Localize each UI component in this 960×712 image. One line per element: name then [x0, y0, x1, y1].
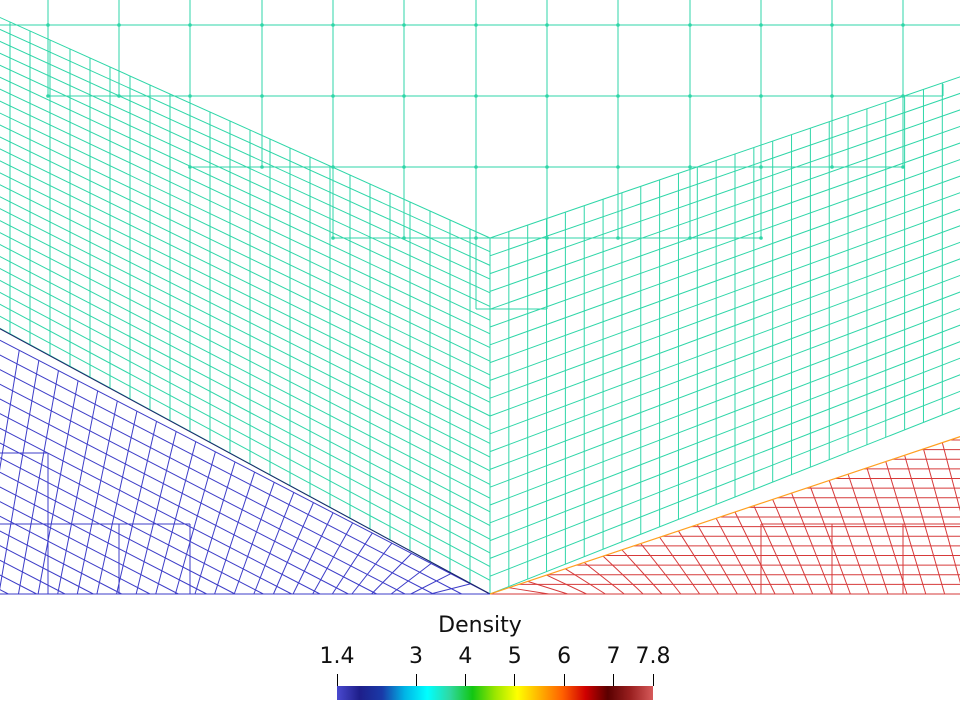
right-wall-mesh: [489, 76, 960, 595]
top-grid-mesh: [0, 0, 960, 310]
left-wall-mesh: [0, 16, 491, 595]
right-floor-mesh: [489, 436, 960, 595]
left-floor-mesh: [0, 328, 491, 595]
